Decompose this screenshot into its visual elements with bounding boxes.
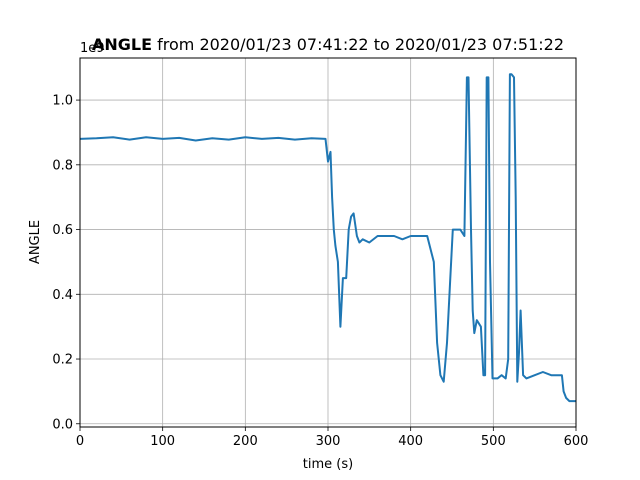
x-tick-label: 400: [398, 434, 423, 449]
y-offset-label: 1e9: [80, 41, 105, 56]
series-line: [79, 73, 576, 403]
x-tick-label: 500: [481, 434, 506, 449]
x-tick-label: 0: [76, 434, 84, 449]
y-tick-label: 0.8: [52, 158, 73, 173]
y-tick-label: 1.0: [52, 94, 73, 109]
x-tick-label: 200: [233, 434, 258, 449]
y-axis-label: ANGLE: [28, 220, 43, 264]
y-tick-label: 0.2: [52, 353, 73, 368]
x-tick-label: 300: [316, 434, 341, 449]
x-tick-label: 100: [150, 434, 175, 449]
chart-title-rest: from 2020/01/23 07:41:22 to 2020/01/23 0…: [152, 35, 564, 54]
y-tick-label: 0.4: [52, 288, 73, 303]
y-axis-ticks: 0.0 0.2 0.4 0.6 0.8 1.0: [52, 94, 80, 432]
y-tick-label: 0.6: [52, 223, 73, 238]
x-axis-label: time (s): [303, 457, 353, 472]
x-axis-ticks: 0 100 200 300 400 500 600: [76, 427, 589, 449]
gridlines: [79, 58, 577, 427]
chart-title: ANGLE from 2020/01/23 07:41:22 to 2020/0…: [92, 35, 564, 54]
plot-area: [79, 73, 576, 403]
chart-title-bold: ANGLE: [92, 35, 152, 54]
x-tick-label: 600: [564, 434, 589, 449]
y-tick-label: 0.0: [52, 417, 73, 432]
